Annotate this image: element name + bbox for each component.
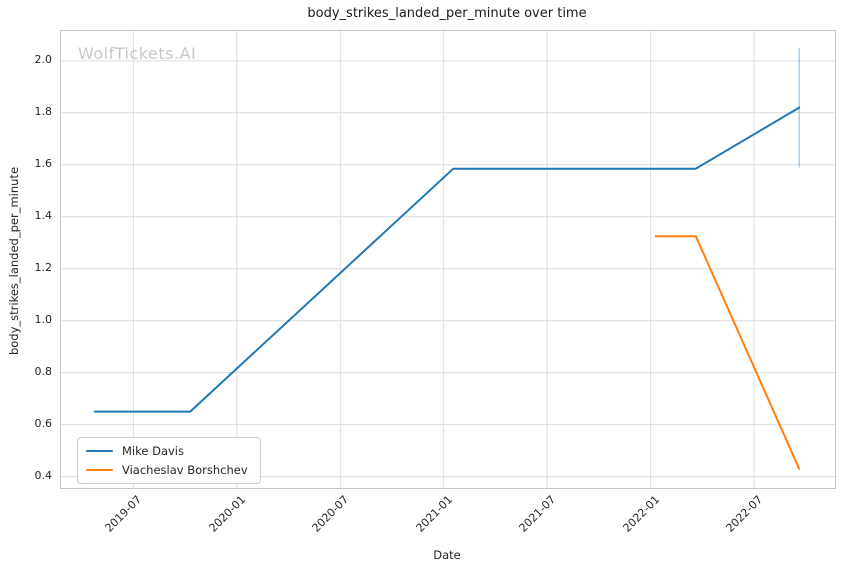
chart-title: body_strikes_landed_per_minute over time [307, 6, 587, 21]
legend-item-viacheslav-borshchev: Viacheslav Borshchev [86, 463, 248, 477]
legend-label: Mike Davis [122, 444, 184, 458]
legend: Mike Davis Viacheslav Borshchev [77, 437, 261, 484]
x-tick-label: 2020-07 [309, 493, 352, 535]
plot-area: WolfTickets.AI Mike Davis Viacheslav Bor… [60, 30, 836, 489]
y-tick-label: 1.8 [34, 104, 53, 118]
y-tick-label: 1.6 [34, 156, 53, 170]
x-tick-label: 2022-01 [620, 493, 662, 535]
y-tick-label: 1.0 [34, 312, 53, 326]
legend-line-swatch-blue [86, 450, 113, 452]
watermark: WolfTickets.AI [78, 44, 197, 63]
y-tick-label: 0.6 [34, 416, 53, 430]
legend-item-mike-davis: Mike Davis [86, 444, 248, 458]
series-line-mike-davis [93, 106, 801, 413]
x-tick-label: 2019-07 [102, 493, 145, 535]
y-tick-label: 0.8 [34, 364, 53, 378]
legend-label: Viacheslav Borshchev [122, 463, 248, 477]
y-tick-label: 1.4 [34, 208, 53, 222]
legend-line-swatch-orange [86, 469, 113, 471]
x-tick-label: 2022-07 [723, 493, 766, 535]
y-tick-label: 0.4 [34, 468, 53, 482]
series-line-viacheslav-borshchev [654, 235, 801, 470]
x-tick-label: 2020-01 [206, 493, 249, 535]
x-tick-label: 2021-07 [516, 493, 559, 535]
y-tick-label: 2.0 [34, 52, 53, 66]
y-tick-label: 1.2 [34, 260, 53, 274]
x-axis-label: Date [433, 548, 461, 562]
plot-canvas [61, 31, 835, 488]
x-tick-label: 2021-01 [413, 493, 455, 535]
